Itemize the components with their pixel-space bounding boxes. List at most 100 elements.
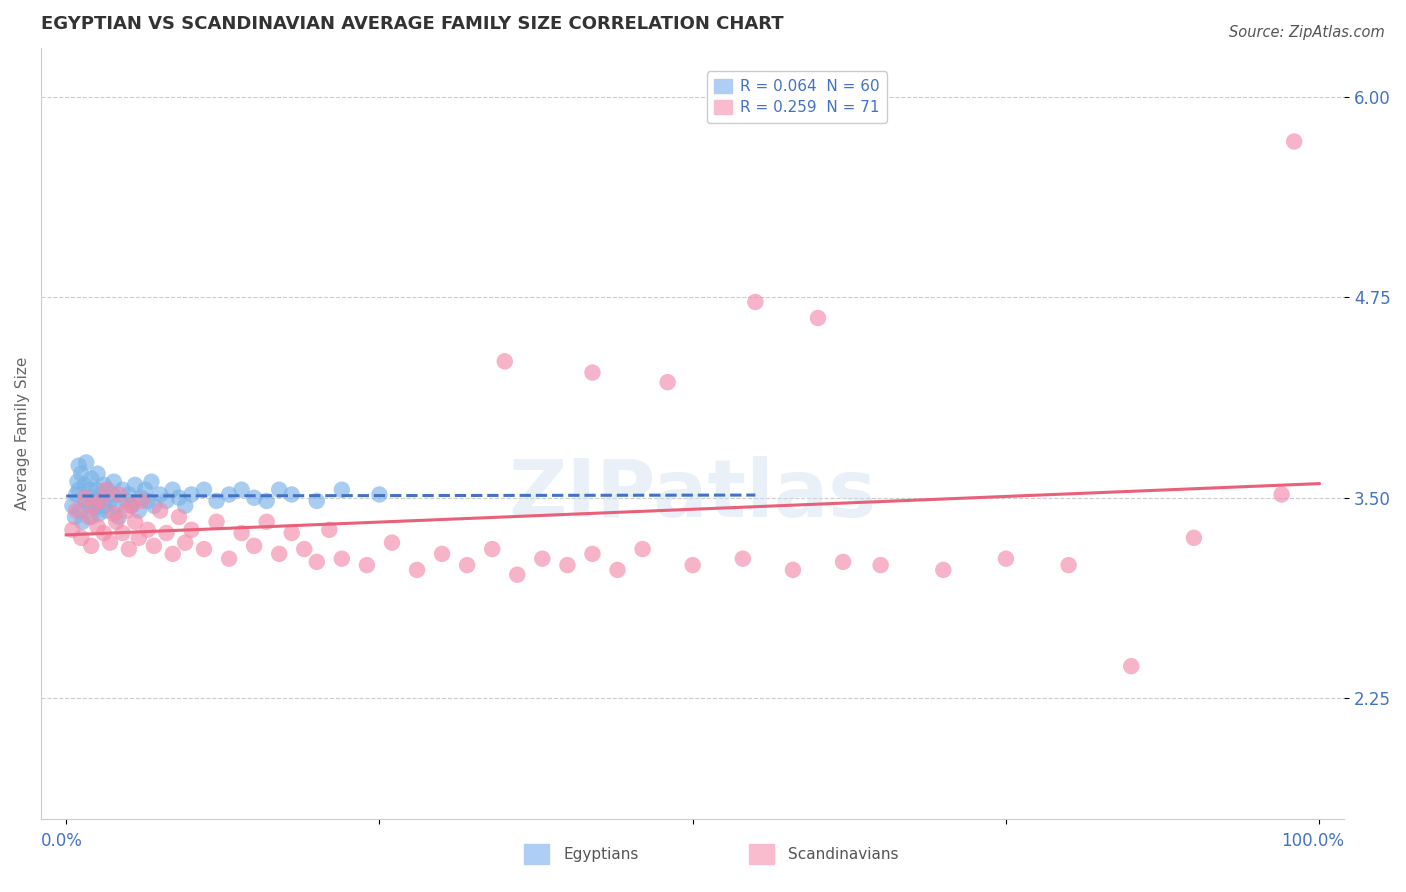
Point xyxy=(115,494,138,508)
Point xyxy=(218,551,240,566)
Point xyxy=(86,467,108,481)
Point xyxy=(174,499,197,513)
Point xyxy=(731,551,754,566)
Point xyxy=(174,535,197,549)
Point xyxy=(103,507,125,521)
Point xyxy=(162,483,184,497)
Point xyxy=(65,487,87,501)
Point xyxy=(581,366,603,380)
Point xyxy=(557,558,579,573)
Point xyxy=(657,375,679,389)
Point xyxy=(63,510,86,524)
Text: Scandinavians: Scandinavians xyxy=(789,847,898,862)
Point xyxy=(292,542,315,557)
Point xyxy=(269,483,291,497)
Point xyxy=(136,494,159,508)
Point xyxy=(80,539,103,553)
Point xyxy=(124,478,146,492)
Point xyxy=(305,494,328,508)
Point xyxy=(807,311,830,326)
Point xyxy=(128,531,150,545)
Point xyxy=(93,478,115,492)
Point xyxy=(381,535,404,549)
Point xyxy=(62,523,84,537)
Point xyxy=(481,542,503,557)
Point xyxy=(1182,531,1205,545)
Point xyxy=(111,526,134,541)
Point xyxy=(243,491,266,505)
Point xyxy=(167,510,190,524)
Point xyxy=(193,483,215,497)
Point xyxy=(256,515,278,529)
Point xyxy=(118,487,141,501)
Point xyxy=(77,510,100,524)
Point xyxy=(96,483,118,497)
Point xyxy=(368,487,391,501)
Point xyxy=(111,483,134,497)
Point xyxy=(98,535,121,549)
Point xyxy=(494,354,516,368)
Point xyxy=(193,542,215,557)
Point xyxy=(77,499,100,513)
Point xyxy=(1271,487,1294,501)
Point xyxy=(80,471,103,485)
Point xyxy=(243,539,266,553)
Point xyxy=(318,523,340,537)
Point xyxy=(180,487,202,501)
Point xyxy=(90,487,112,501)
Point xyxy=(83,499,105,513)
Point xyxy=(269,547,291,561)
Point xyxy=(118,542,141,557)
Text: EGYPTIAN VS SCANDINAVIAN AVERAGE FAMILY SIZE CORRELATION CHART: EGYPTIAN VS SCANDINAVIAN AVERAGE FAMILY … xyxy=(41,15,783,33)
Point xyxy=(93,526,115,541)
Point xyxy=(406,563,429,577)
Point xyxy=(120,499,142,513)
Point xyxy=(84,500,107,515)
Point xyxy=(86,494,108,508)
Point xyxy=(869,558,891,573)
Point xyxy=(744,295,766,310)
Point xyxy=(131,494,153,508)
Point xyxy=(101,487,124,501)
Point xyxy=(430,547,453,561)
Point xyxy=(155,526,177,541)
Point xyxy=(1121,659,1143,673)
Point xyxy=(86,519,108,533)
Point xyxy=(932,563,955,577)
Point xyxy=(305,555,328,569)
Point xyxy=(149,487,172,501)
Point xyxy=(131,491,153,505)
Point xyxy=(124,515,146,529)
Point xyxy=(75,455,97,469)
Point xyxy=(67,458,90,473)
Point xyxy=(98,494,121,508)
Point xyxy=(73,491,96,505)
Point xyxy=(70,467,93,481)
Point xyxy=(142,539,165,553)
Point xyxy=(141,475,163,489)
Point xyxy=(456,558,478,573)
Point xyxy=(96,503,118,517)
Point xyxy=(142,499,165,513)
Point xyxy=(107,487,129,501)
Point xyxy=(1282,135,1305,149)
Point xyxy=(120,499,142,513)
Point xyxy=(205,494,228,508)
Point xyxy=(330,483,353,497)
Point xyxy=(180,523,202,537)
Point xyxy=(80,510,103,524)
Text: ZIPatlas: ZIPatlas xyxy=(509,456,877,534)
Point xyxy=(62,499,84,513)
Point xyxy=(231,483,253,497)
Point xyxy=(96,483,118,497)
Point xyxy=(506,567,529,582)
Point xyxy=(73,478,96,492)
Point xyxy=(330,551,353,566)
Point xyxy=(606,563,628,577)
Point xyxy=(231,526,253,541)
Text: 100.0%: 100.0% xyxy=(1281,832,1344,850)
Point xyxy=(631,542,654,557)
Text: Egyptians: Egyptians xyxy=(564,847,638,862)
Point xyxy=(218,487,240,501)
Point xyxy=(83,491,105,505)
